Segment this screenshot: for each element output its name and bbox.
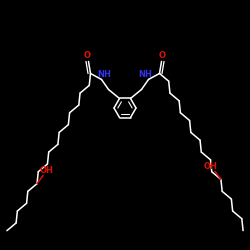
Text: O: O: [159, 51, 166, 60]
Text: OH: OH: [204, 162, 218, 171]
Text: NH: NH: [138, 70, 152, 79]
Text: O: O: [84, 51, 91, 60]
Text: OH: OH: [40, 166, 54, 175]
Text: NH: NH: [98, 70, 112, 79]
